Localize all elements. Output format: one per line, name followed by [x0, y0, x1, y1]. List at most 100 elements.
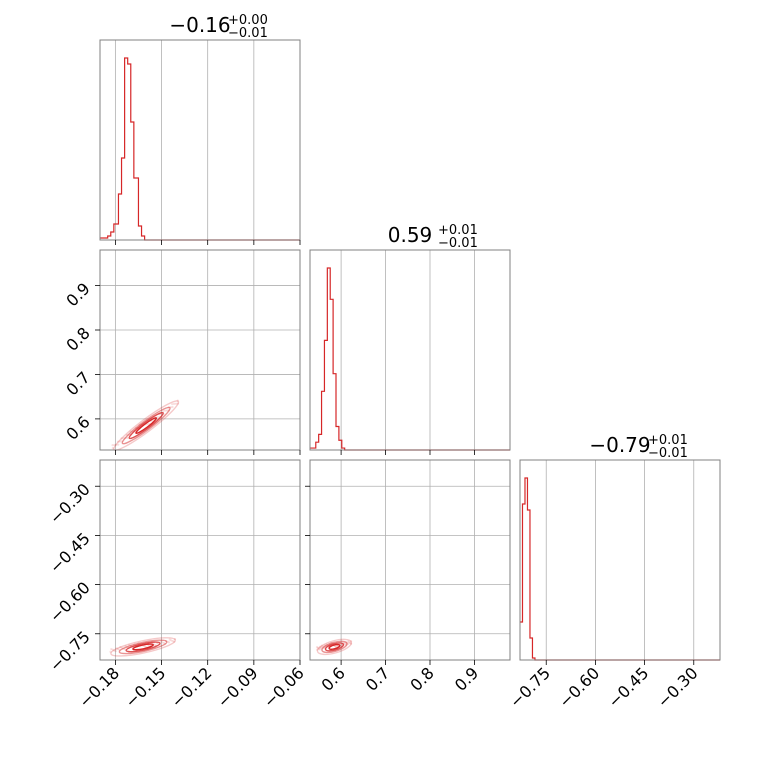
sample-point	[156, 416, 160, 419]
sample-point	[347, 642, 350, 646]
sample-point	[347, 640, 350, 643]
sample-point	[153, 643, 156, 647]
panel-title: −0.79	[589, 433, 650, 457]
histogram-step	[100, 57, 151, 241]
contour-level	[316, 638, 353, 656]
title-lower-error: −0.01	[228, 26, 268, 41]
sample-point	[316, 646, 320, 649]
x-tick-label: 0.7	[362, 663, 393, 694]
x-tick-label: −0.18	[75, 663, 123, 711]
sample-point	[349, 642, 353, 645]
histogram-panel-2: −0.75 −0.60 −0.45 −0.30 −0.79+0.01−0.01	[506, 433, 721, 711]
title-value: −0.79	[589, 433, 650, 457]
sample-point	[148, 644, 151, 647]
sample-point	[348, 641, 351, 644]
contour-level	[113, 400, 180, 451]
sample-point	[165, 409, 169, 412]
sample-point	[111, 444, 114, 447]
sample-point	[317, 647, 321, 650]
sample-point	[159, 640, 162, 643]
sample-point	[349, 640, 353, 643]
panel-frame	[99, 39, 301, 241]
contour-level	[321, 640, 348, 654]
sample-point	[315, 645, 319, 649]
histogram-panel-0: −0.16+0.00−0.01	[99, 13, 301, 245]
sample-point	[318, 645, 321, 648]
y-tick-label: 0.7	[62, 368, 93, 399]
contour-panel-1-2: 0.6 0.7 0.8 0.9	[305, 459, 511, 695]
contour-level	[128, 411, 164, 440]
contour-level	[118, 639, 168, 655]
sample-point	[110, 647, 113, 651]
sample-point	[318, 648, 321, 651]
sample-point	[315, 648, 319, 651]
grid	[114, 40, 301, 240]
sample-point	[162, 641, 165, 645]
contour-level	[121, 406, 171, 445]
sample-point	[173, 640, 176, 643]
contour-level	[135, 417, 158, 435]
y-tick-label: 0.9	[62, 279, 93, 310]
sample-point	[349, 641, 352, 645]
sample-point	[115, 647, 118, 650]
title-upper-error: +0.01	[438, 223, 478, 238]
sample-point	[111, 447, 114, 450]
panel-title: −0.16	[169, 13, 230, 37]
grid	[340, 250, 475, 450]
x-tick-label: −0.45	[604, 663, 652, 711]
panel-title: 0.59	[388, 223, 433, 247]
x-tick-label: −0.06	[260, 663, 308, 711]
y-tick-label: −0.30	[46, 480, 94, 528]
grid	[310, 460, 510, 660]
sample-point	[116, 440, 120, 443]
panel-frame	[519, 459, 721, 661]
sample-point	[161, 641, 164, 644]
grid	[100, 460, 301, 660]
sample-point	[164, 409, 167, 412]
sample-point	[115, 443, 118, 446]
sample-point	[176, 402, 180, 405]
title-lower-error: −0.01	[648, 446, 688, 461]
panel-frame	[309, 459, 511, 661]
contour-level	[125, 641, 161, 653]
panel-frame	[309, 249, 511, 451]
sample-point	[109, 650, 112, 653]
sample-point	[319, 646, 322, 649]
sample-point	[320, 644, 323, 647]
x-tick-label: −0.75	[506, 663, 554, 711]
y-tick-label: 0.6	[62, 412, 93, 443]
sample-point	[170, 639, 173, 642]
sample-point	[173, 402, 176, 406]
y-tick-label: −0.75	[46, 627, 94, 675]
sample-point	[114, 650, 117, 653]
contour-panel-0-2: −0.18−0.15−0.12−0.09−0.06 −0.75−0.60−0.45…	[46, 459, 308, 711]
sample-point	[113, 649, 116, 652]
x-tick-label: −0.12	[167, 663, 215, 711]
contour-level	[110, 637, 176, 657]
sample-point	[167, 641, 171, 644]
sample-point	[168, 638, 171, 641]
x-tick-label: 0.9	[451, 663, 482, 694]
x-tick-label: 0.8	[406, 663, 437, 694]
title-upper-error: +0.00	[228, 13, 268, 28]
histogram-step	[310, 267, 357, 451]
x-tick-label: −0.30	[653, 663, 701, 711]
title-lower-error: −0.01	[438, 236, 478, 251]
title-upper-error: +0.01	[648, 433, 688, 448]
contour-level	[324, 642, 345, 652]
panel-frame	[99, 249, 301, 451]
sample-point	[173, 637, 177, 641]
contour-panel-0-1: 0.6 0.7 0.8 0.9	[62, 249, 301, 455]
sample-point	[171, 405, 174, 409]
sample-point	[113, 443, 116, 447]
contour-level	[132, 643, 154, 651]
sample-point	[111, 648, 114, 651]
y-tick-label: −0.45	[46, 529, 94, 577]
x-tick-label: −0.15	[121, 663, 169, 711]
title-value: 0.59	[388, 223, 433, 247]
x-tick-label: −0.09	[214, 663, 262, 711]
sample-point	[119, 646, 122, 649]
sample-point	[174, 402, 178, 405]
sample-point	[117, 443, 120, 446]
